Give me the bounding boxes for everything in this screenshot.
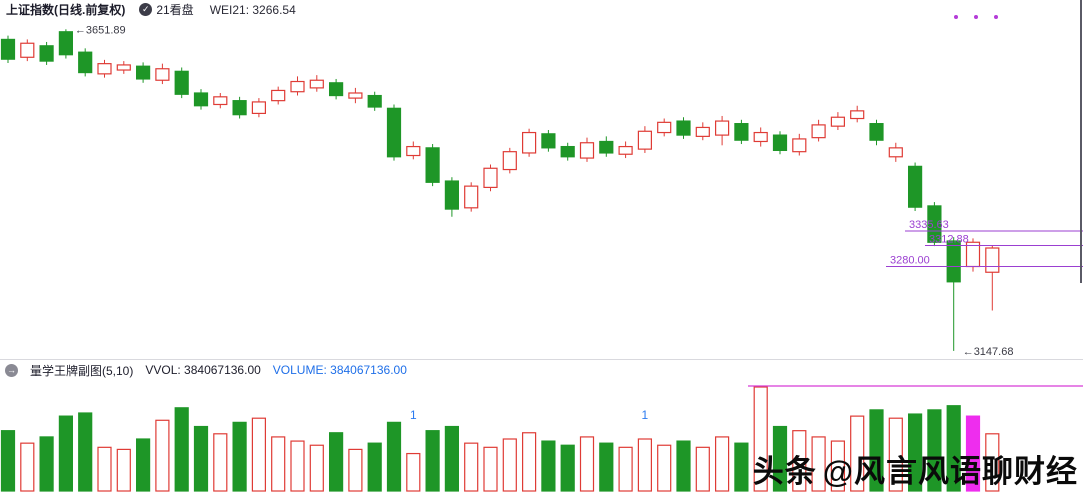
signal-dots (954, 15, 998, 19)
pane-scrollbar[interactable] (1080, 0, 1082, 283)
watch-icon: ✓ (139, 3, 153, 16)
svg-text:1: 1 (410, 408, 417, 422)
price-pane[interactable]: 3335.63 3312.88 3280.00 ←3651.89 ←3147.68 (0, 19, 1083, 359)
signal-dot (954, 15, 958, 19)
indicator-toggle-icon[interactable]: → (5, 363, 18, 377)
svg-text:3280.00: 3280.00 (890, 255, 930, 267)
wei21-value: WEI21: 3266.54 (209, 2, 296, 17)
svg-text:←3147.68: ←3147.68 (963, 346, 1014, 358)
volume-value: VOLUME: 384067136.00 (272, 363, 407, 377)
signal-dot (974, 15, 978, 19)
indicator-name: 量学王牌副图(5,10) (30, 363, 134, 378)
volume-header: → 量学王牌副图(5,10) VVOL: 384067136.00 VOLUME… (0, 359, 1083, 380)
svg-text:3335.63: 3335.63 (909, 219, 949, 231)
watch-badge-label: 21看盘 (156, 3, 194, 17)
signal-dot (994, 15, 998, 19)
vvol-value: VVOL: 384067136.00 (145, 363, 261, 377)
watermark-handle: @风言风语聊财经 (822, 454, 1078, 489)
svg-text:3312.88: 3312.88 (929, 234, 969, 246)
watermark: 头条 @风言风语聊财经 (753, 446, 1078, 491)
chart-header: 上证指数(日线.前复权) ✓ 21看盘 WEI21: 3266.54 (0, 0, 1083, 19)
watermark-brand: 头条 (752, 454, 817, 489)
chart-title: 上证指数(日线.前复权) (6, 3, 126, 17)
watch-badge[interactable]: ✓ 21看盘 (139, 1, 194, 18)
svg-text:←3651.89: ←3651.89 (75, 24, 126, 36)
svg-text:1: 1 (642, 408, 649, 422)
